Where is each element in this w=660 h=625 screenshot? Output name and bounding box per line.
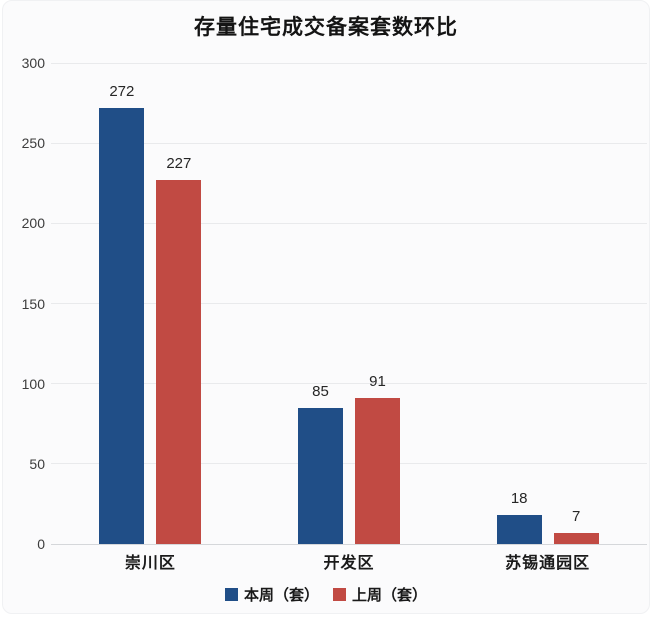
gridline-150 — [51, 303, 647, 304]
chart-card: 存量住宅成交备案套数环比 0 50 100 150 200 250 300 272 227 85… — [2, 0, 650, 614]
value-label-苏锡通园区-本周（套）: 18 — [510, 490, 528, 508]
gridline-300 — [51, 62, 647, 64]
value-label-崇川区-本周（套）: 272 — [109, 82, 135, 100]
gridline-200 — [51, 222, 647, 224]
category-label-崇川区: 崇川区 — [124, 555, 176, 572]
y-tick-label-0: 0 — [37, 536, 45, 552]
value-label-开发区-上周（套）: 91 — [369, 373, 386, 391]
category-label-苏锡通园区: 苏锡通园区 — [505, 555, 591, 572]
value-label-开发区-本周（套）: 85 — [312, 382, 329, 400]
y-tick-label-100: 100 — [21, 375, 45, 392]
gridline-250 — [51, 142, 647, 144]
gridline-50 — [51, 463, 647, 465]
this-week-swatch-icon — [224, 588, 238, 601]
legend-item-this-week: 本周（套） — [224, 584, 319, 605]
plot-area: 272 227 85 91 18 7 — [51, 62, 647, 545]
category-label-开发区: 开发区 — [323, 555, 375, 572]
y-tick-label-150: 150 — [21, 295, 45, 312]
bar-开发区-本周（套） — [298, 407, 343, 544]
legend-item-last-week: 上周（套） — [333, 584, 427, 605]
y-tick-label-50: 50 — [29, 455, 45, 472]
bar-崇川区-上周（套） — [156, 180, 202, 544]
chart-title: 存量住宅成交备案套数环比 — [194, 16, 458, 39]
legend-label-last-week: 上周（套） — [352, 587, 428, 604]
bar-开发区-上周（套） — [355, 398, 400, 544]
gridline-0 — [51, 543, 647, 545]
bar-苏锡通园区-上周（套） — [553, 532, 599, 544]
bar-苏锡通园区-本周（套） — [496, 515, 542, 544]
y-tick-label-200: 200 — [21, 215, 45, 232]
last-week-swatch-icon — [333, 588, 346, 601]
value-label-苏锡通园区-上周（套）: 7 — [571, 507, 581, 525]
legend-label-this-week: 本周（套） — [243, 587, 319, 604]
x-axis: 崇川区 开发区 苏锡通园区 — [51, 549, 647, 573]
gridline-100 — [51, 383, 647, 385]
y-tick-label-300: 300 — [21, 55, 45, 71]
y-tick-label-250: 250 — [21, 135, 45, 152]
value-label-崇川区-上周（套）: 227 — [166, 155, 192, 173]
legend: 本周（套） 上周（套） — [3, 584, 649, 605]
bar-崇川区-本周（套） — [99, 107, 145, 544]
y-axis: 0 50 100 150 200 250 300 — [3, 55, 45, 552]
